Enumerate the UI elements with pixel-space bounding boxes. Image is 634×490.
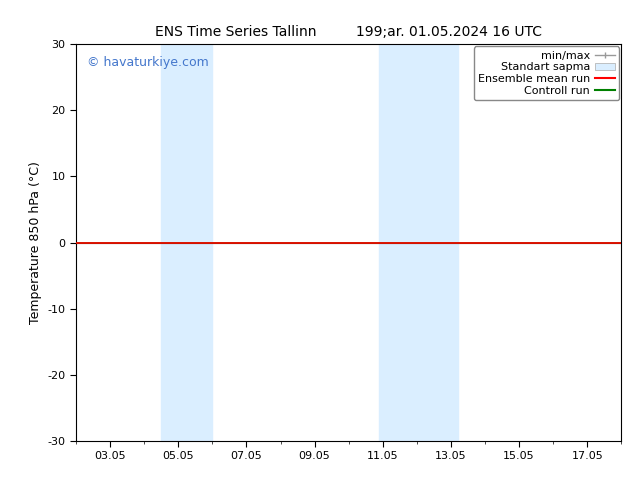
Y-axis label: Temperature 850 hPa (°C): Temperature 850 hPa (°C)	[29, 161, 42, 324]
Text: © havaturkiye.com: © havaturkiye.com	[87, 56, 209, 69]
Title: ENS Time Series Tallinn         199;ar. 01.05.2024 16 UTC: ENS Time Series Tallinn 199;ar. 01.05.20…	[155, 25, 542, 39]
Bar	[379, 44, 458, 441]
Legend: min/max, Standart sapma, Ensemble mean run, Controll run: min/max, Standart sapma, Ensemble mean r…	[474, 47, 619, 100]
Bar	[161, 44, 212, 441]
